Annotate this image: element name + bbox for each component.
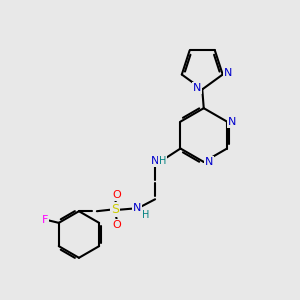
Text: H: H bbox=[159, 156, 166, 166]
Text: O: O bbox=[113, 220, 122, 230]
Text: N: N bbox=[228, 117, 237, 127]
Text: O: O bbox=[112, 190, 121, 200]
Text: S: S bbox=[111, 203, 119, 216]
Text: F: F bbox=[42, 215, 49, 225]
Text: H: H bbox=[142, 210, 150, 220]
Text: N: N bbox=[193, 83, 201, 93]
Text: N: N bbox=[133, 203, 141, 213]
Text: N: N bbox=[224, 68, 232, 78]
Text: N: N bbox=[151, 156, 159, 166]
Text: N: N bbox=[205, 157, 213, 167]
